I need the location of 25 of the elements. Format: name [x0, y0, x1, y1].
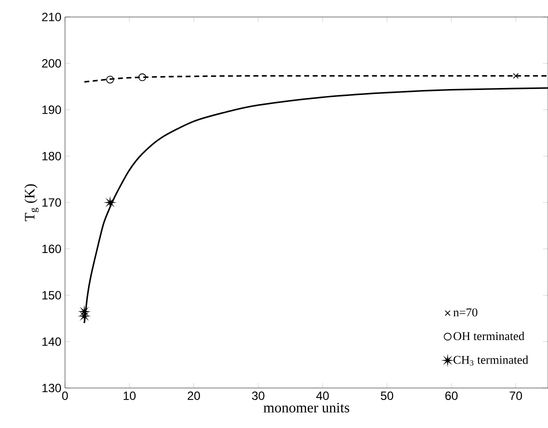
x-tick-label: 10 — [124, 392, 136, 400]
y-tick-label: 200 — [42, 59, 62, 68]
x-tick-label: 70 — [510, 392, 522, 400]
y-axis-title: T$_{g}$ (K) — [24, 184, 39, 222]
y-tick-label: 180 — [42, 152, 62, 160]
point — [512, 73, 519, 79]
x-tick-label: 0 — [62, 392, 68, 400]
x-tick-label: 30 — [252, 392, 264, 400]
legend-label: n=70 — [453, 308, 478, 316]
point — [138, 73, 146, 82]
x-tick-label: 60 — [445, 392, 458, 400]
point — [106, 76, 114, 84]
y-tick-label: 210 — [42, 12, 62, 22]
x-tick-label: 50 — [380, 392, 394, 400]
legend-label: CH$_{3}$ terminated — [454, 355, 528, 366]
x-tick-label: 40 — [316, 392, 329, 400]
y-tick-label: 190 — [42, 106, 62, 114]
x-tick-label: 20 — [188, 392, 200, 400]
y-tick-label: 140 — [42, 337, 62, 346]
y-tick-label: 170 — [42, 198, 62, 207]
x-axis-title: monomer units — [264, 402, 350, 412]
y-tick-label: 160 — [42, 244, 62, 254]
y-tick-label: 130 — [42, 384, 62, 392]
y-tick-label: 150 — [42, 291, 62, 300]
legend-label: OH terminated — [454, 332, 524, 340]
